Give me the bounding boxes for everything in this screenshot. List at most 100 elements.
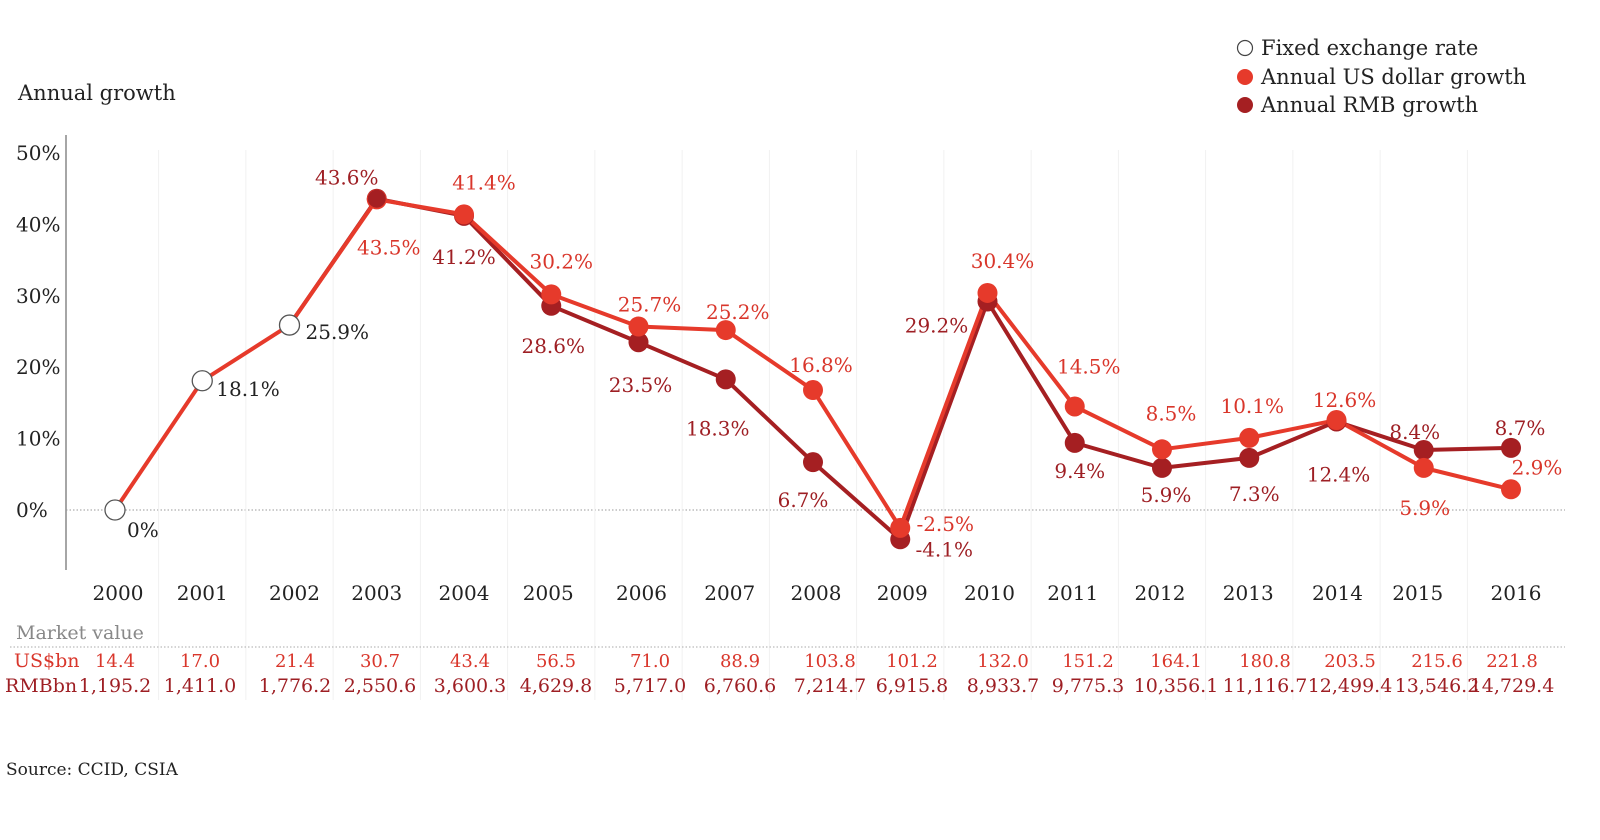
rmb-value-label: 9.4%: [1054, 459, 1105, 483]
rmb-market-value: 6,760.6: [704, 675, 777, 697]
rmb-value-label: 28.6%: [521, 334, 585, 358]
legend-fixed-label: Fixed exchange rate: [1261, 36, 1478, 60]
fixed-rate-data-point: [278, 314, 301, 336]
usd-market-value: 164.1: [1150, 651, 1202, 672]
usd-market-value: 43.4: [450, 651, 490, 672]
y-tick-label: 10%: [16, 427, 60, 451]
x-tick-label: 2008: [791, 581, 842, 605]
x-tick-label: 2011: [1047, 581, 1098, 605]
rmb-market-value: 1,776.2: [259, 675, 332, 697]
fixed-rate-label: 0%: [127, 518, 159, 542]
rmb-data-point: [1152, 457, 1172, 478]
rmb-market-value: 6,915.8: [876, 675, 949, 697]
x-tick-label: 2013: [1223, 581, 1274, 605]
rmb-data-point: [367, 189, 386, 208]
x-tick-label: 2004: [439, 581, 490, 605]
rmb-market-value: 8,933.7: [967, 675, 1040, 697]
usd-market-value: 56.5: [536, 651, 576, 672]
rmb-market-value: 11,116.7: [1223, 675, 1308, 697]
rmb-market-value: 1,411.0: [164, 675, 237, 697]
rmb-data-point: [1413, 440, 1434, 461]
x-tick-label: 2012: [1135, 581, 1186, 605]
usd-value-label: 25.2%: [706, 300, 770, 324]
rmb-market-value: 12,499.4: [1308, 675, 1393, 697]
x-tick-label: 2010: [964, 581, 1015, 605]
usd-market-value: 203.5: [1324, 651, 1376, 672]
x-tick-label: 2003: [351, 581, 402, 605]
y-tick-label: 50%: [16, 141, 60, 165]
x-tick-label: 2014: [1312, 581, 1363, 605]
x-tick-label: 2015: [1392, 581, 1443, 605]
usd-value-label: 8.5%: [1146, 401, 1197, 425]
rmb-data-point: [715, 369, 736, 390]
fixed-rate-data-point: [191, 370, 213, 392]
x-tick-label: 2016: [1491, 581, 1542, 605]
usd-value-label: 41.4%: [452, 170, 516, 194]
usd-data-point: [628, 316, 649, 337]
usd-value-label: -2.5%: [916, 512, 974, 536]
usd-value-label: 10.1%: [1220, 394, 1284, 418]
usd-value-label: 30.2%: [529, 249, 593, 273]
legend-usd-marker: [1237, 69, 1253, 85]
rmb-value-label: 12.4%: [1307, 462, 1371, 486]
rmb-market-value: 4,629.8: [520, 675, 593, 697]
legend-fixed-marker: [1236, 39, 1254, 57]
rmb-value-label: 8.4%: [1389, 420, 1440, 444]
usd-value-label: 14.5%: [1057, 354, 1121, 378]
rmb-value-label: 29.2%: [905, 314, 969, 338]
usd-market-value: 21.4: [275, 651, 315, 672]
rmb-market-value: 2,550.6: [344, 675, 417, 697]
usd-market-value: 101.2: [886, 651, 938, 672]
rmb-data-point: [1501, 437, 1521, 458]
rmb-market-value: 3,600.3: [434, 675, 507, 697]
usd-data-point: [890, 517, 911, 538]
rmb-market-value: 14,729.4: [1470, 675, 1555, 697]
source-note: Source: CCID, CSIA: [6, 760, 179, 780]
table-title: Market value: [16, 622, 144, 644]
y-axis-title: Annual growth: [17, 81, 176, 105]
usd-value-label: 5.9%: [1399, 496, 1450, 520]
rmb-value-label: 6.7%: [778, 488, 829, 512]
rmb-value-label: 7.3%: [1229, 482, 1280, 506]
rmb-market-value: 1,195.2: [79, 675, 152, 697]
fixed-rate-label: 18.1%: [216, 377, 280, 401]
usd-market-value: 103.8: [804, 651, 856, 672]
rmb-market-value: 5,717.0: [614, 675, 687, 697]
usd-market-value: 151.2: [1062, 651, 1114, 672]
usd-data-point: [1501, 479, 1521, 500]
rmb-value-label: 5.9%: [1141, 483, 1192, 507]
usd-data-point: [1413, 457, 1434, 478]
fixed-rate-data-point: [104, 499, 126, 521]
rmb-value-label: -4.1%: [915, 537, 973, 561]
rmb-data-point: [1064, 432, 1085, 453]
rmb-market-value: 9,775.3: [1052, 675, 1125, 697]
x-tick-label: 2001: [177, 581, 228, 605]
x-tick-label: 2006: [616, 581, 667, 605]
usd-market-value: 30.7: [360, 651, 400, 672]
rmb-value-label: 18.3%: [686, 416, 750, 440]
usd-row-label: US$bn: [14, 650, 80, 672]
x-tick-label: 2009: [877, 581, 928, 605]
usd-data-point: [803, 380, 823, 401]
usd-data-point: [715, 320, 736, 341]
x-tick-label: 2007: [704, 581, 755, 605]
usd-market-value: 17.0: [180, 651, 220, 672]
fixed-rate-label: 25.9%: [306, 320, 370, 344]
rmb-data-point: [803, 452, 823, 473]
legend-rmb-marker: [1237, 97, 1253, 113]
rmb-value-label: 41.2%: [432, 245, 496, 269]
rmb-data-point: [1239, 447, 1260, 468]
usd-market-value: 215.6: [1411, 651, 1463, 672]
legend: Fixed exchange rate Annual US dollar gro…: [1236, 36, 1526, 117]
rmb-value-label: 23.5%: [609, 373, 673, 397]
legend-usd-label: Annual US dollar growth: [1260, 65, 1526, 89]
usd-data-point: [454, 204, 474, 225]
rmb-value-label: 43.6%: [315, 166, 379, 190]
usd-value-label: 2.9%: [1512, 455, 1563, 479]
x-tick-label: 2000: [93, 581, 144, 605]
usd-market-value: 180.8: [1239, 651, 1291, 672]
usd-data-point: [1326, 410, 1347, 431]
x-tick-label: 2002: [269, 581, 320, 605]
legend-rmb-label: Annual RMB growth: [1260, 93, 1478, 117]
